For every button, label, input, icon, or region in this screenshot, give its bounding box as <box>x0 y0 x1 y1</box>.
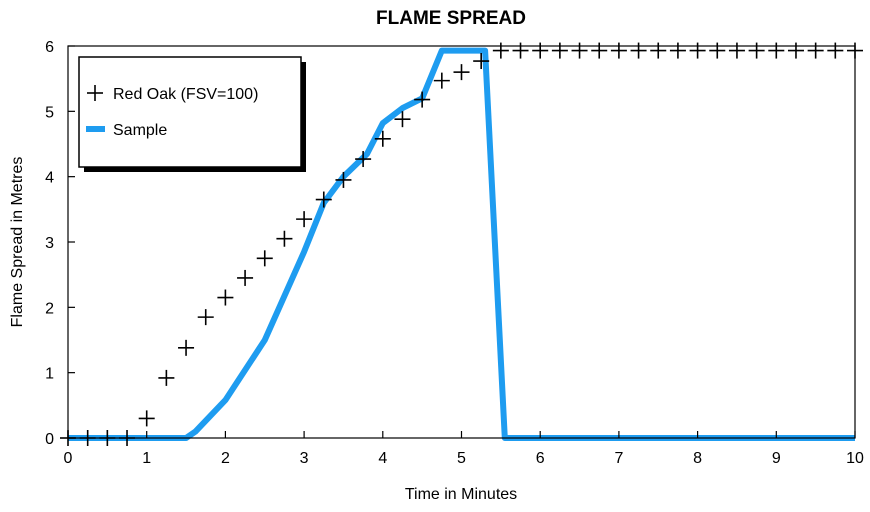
x-tick-label: 2 <box>221 450 230 467</box>
red-oak-point <box>768 42 785 59</box>
x-tick-label: 7 <box>614 450 623 467</box>
red-oak-point <box>138 410 155 427</box>
red-oak-point <box>630 42 647 59</box>
red-oak-point <box>689 42 706 59</box>
red-oak-point <box>473 53 490 70</box>
red-oak-point <box>492 42 509 59</box>
red-oak-point <box>276 230 293 247</box>
red-oak-point <box>512 42 529 59</box>
x-tick-label: 6 <box>536 450 545 467</box>
y-tick-label: 6 <box>45 39 54 56</box>
red-oak-point <box>532 42 549 59</box>
x-tick-label: 0 <box>64 450 73 467</box>
legend-plus-marker-icon <box>87 85 103 101</box>
red-oak-point <box>256 250 273 267</box>
y-tick-label: 3 <box>45 235 54 252</box>
legend-box <box>78 56 302 168</box>
red-oak-point <box>158 369 175 386</box>
x-tick-label: 10 <box>846 450 864 467</box>
y-tick-label: 0 <box>45 431 54 448</box>
red-oak-point <box>807 42 824 59</box>
red-oak-point <box>827 42 844 59</box>
x-tick-label: 8 <box>693 450 702 467</box>
legend: Red Oak (FSV=100) Sample <box>78 56 306 172</box>
red-oak-point <box>571 42 588 59</box>
red-oak-point <box>197 309 214 326</box>
y-tick-label: 4 <box>45 170 54 187</box>
red-oak-point <box>315 191 332 208</box>
red-oak-point <box>787 42 804 59</box>
red-oak-point <box>217 289 234 306</box>
y-tick-label: 2 <box>45 300 54 317</box>
red-oak-point <box>335 171 352 188</box>
legend-label-sample: Sample <box>113 122 167 139</box>
red-oak-point <box>650 42 667 59</box>
x-tick-label: 1 <box>142 450 151 467</box>
red-oak-point <box>728 42 745 59</box>
red-oak-point <box>453 64 470 81</box>
y-tick-label: 1 <box>45 366 54 383</box>
x-tick-label: 3 <box>300 450 309 467</box>
red-oak-point <box>591 42 608 59</box>
red-oak-point <box>394 111 411 128</box>
y-axis-label: Flame Spread in Metres <box>9 157 26 328</box>
red-oak-point <box>433 72 450 89</box>
red-oak-point <box>237 269 254 286</box>
red-oak-point <box>355 151 372 168</box>
red-oak-point <box>551 42 568 59</box>
red-oak-point <box>414 91 431 108</box>
x-tick-label: 4 <box>378 450 387 467</box>
red-oak-point <box>748 42 765 59</box>
red-oak-point <box>178 339 195 356</box>
red-oak-point <box>610 42 627 59</box>
y-tick-label: 5 <box>45 104 54 121</box>
red-oak-point <box>374 130 391 147</box>
x-tick-label: 5 <box>457 450 466 467</box>
x-tick-label: 9 <box>772 450 781 467</box>
red-oak-point <box>296 211 313 228</box>
x-axis-label: Time in Minutes <box>405 486 517 503</box>
red-oak-point <box>669 42 686 59</box>
chart-title: FLAME SPREAD <box>376 8 526 29</box>
red-oak-point <box>709 42 726 59</box>
ticks-layer: 0 1 2 3 4 5 6 7 8 9 10 0 1 2 3 4 5 6 <box>45 39 864 467</box>
legend-label-red-oak: Red Oak (FSV=100) <box>113 86 258 103</box>
